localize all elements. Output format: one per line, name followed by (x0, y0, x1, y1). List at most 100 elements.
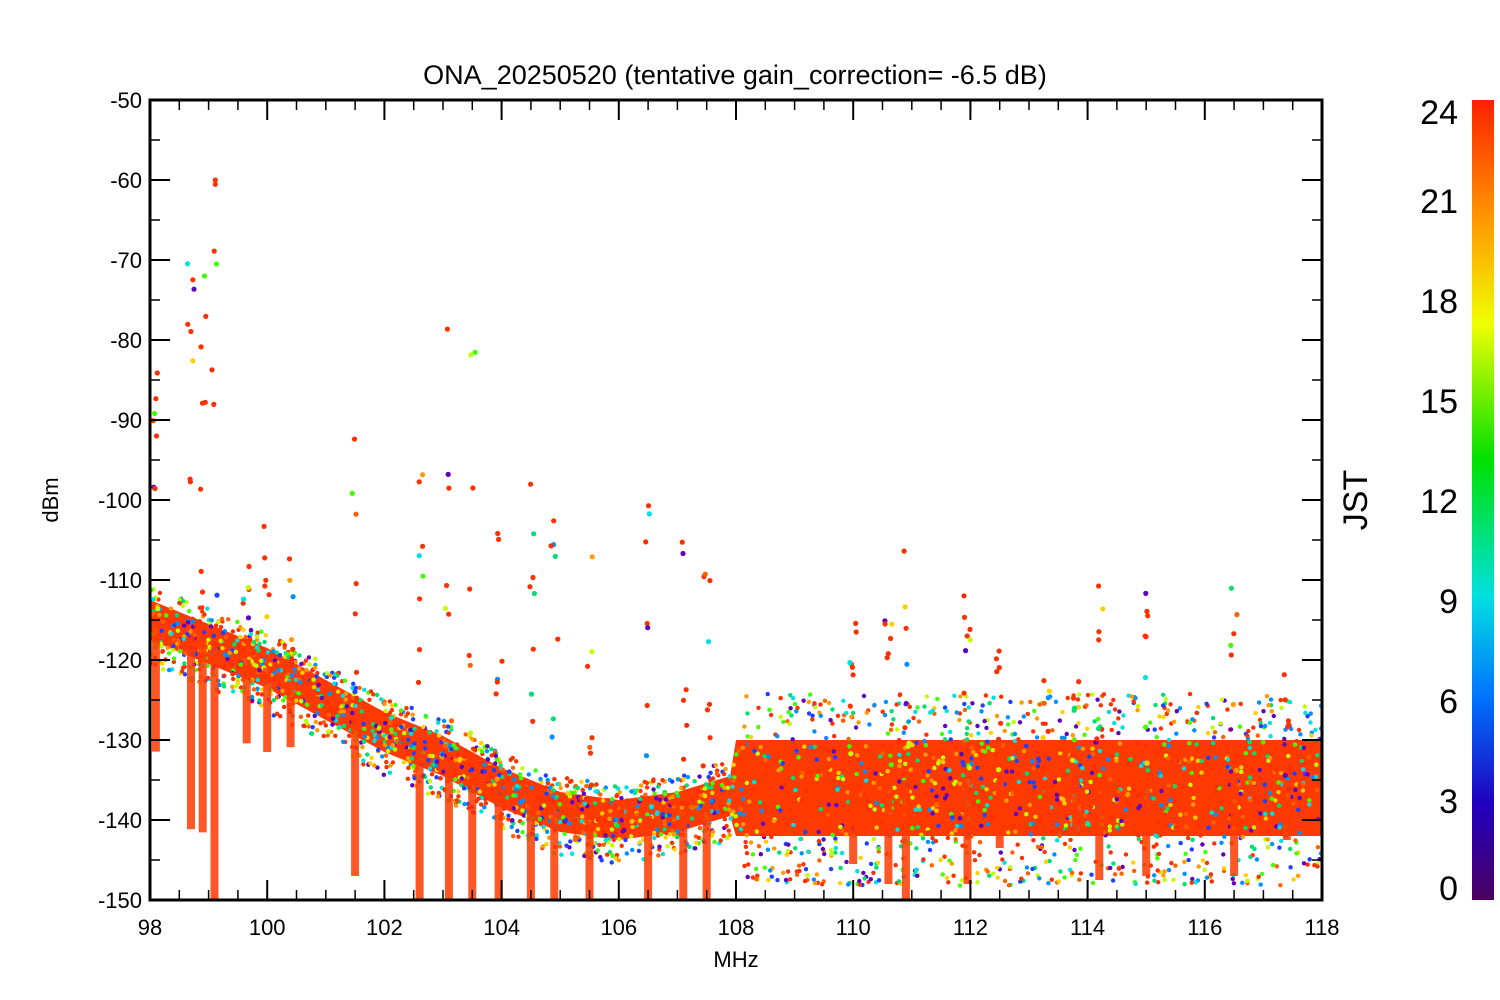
noise-point (756, 844, 762, 849)
noise-point (743, 844, 749, 849)
noise-point (540, 844, 546, 849)
noise-point (519, 776, 524, 781)
noise-point (1211, 735, 1217, 740)
noise-point (929, 863, 934, 868)
noise-point (748, 735, 754, 740)
noise-point (166, 651, 172, 656)
noise-point (734, 822, 739, 828)
y-axis-label: dBm (38, 477, 63, 522)
noise-point (313, 719, 318, 725)
noise-point (408, 727, 413, 733)
noise-point (1166, 783, 1171, 788)
noise-point (787, 807, 792, 812)
noise-point (675, 828, 680, 834)
noise-point (1213, 790, 1218, 795)
noise-point (452, 770, 457, 776)
peak-point (961, 593, 967, 599)
noise-point (1312, 863, 1317, 868)
noise-point (1128, 756, 1133, 762)
peak-bar (198, 641, 207, 833)
noise-point (984, 725, 989, 731)
noise-point (840, 718, 846, 723)
noise-point (1133, 695, 1138, 701)
noise-point (949, 831, 954, 836)
noise-point (1239, 769, 1244, 775)
noise-point (1037, 876, 1042, 881)
colorbar-tick-label: 6 (1439, 683, 1458, 721)
noise-point (1016, 779, 1022, 785)
noise-point (319, 695, 325, 701)
noise-point (651, 778, 656, 784)
noise-point (169, 631, 174, 636)
noise-point (972, 858, 978, 863)
noise-point (1111, 697, 1116, 703)
noise-point (921, 857, 926, 862)
noise-point (925, 773, 930, 778)
noise-point (467, 763, 472, 768)
noise-point (1263, 723, 1268, 729)
noise-point (778, 714, 783, 719)
noise-point (493, 753, 498, 759)
noise-point (579, 807, 585, 812)
noise-point (1166, 737, 1172, 743)
noise-point (1063, 823, 1069, 828)
peak-point (994, 669, 1000, 675)
noise-point (182, 672, 188, 677)
noise-point (620, 809, 625, 814)
noise-point (889, 709, 894, 714)
noise-point (595, 848, 600, 853)
noise-point (1004, 798, 1009, 803)
noise-point (451, 743, 456, 748)
noise-point (1012, 738, 1018, 744)
noise-point (1163, 696, 1169, 702)
noise-point (826, 748, 831, 753)
noise-point (1123, 807, 1129, 813)
noise-point (304, 667, 309, 673)
noise-point (1263, 811, 1268, 817)
peak-point (417, 596, 423, 602)
noise-point (874, 825, 879, 830)
noise-point (388, 763, 393, 768)
noise-point (1266, 829, 1271, 835)
noise-point (738, 806, 744, 812)
noise-point (1074, 852, 1080, 857)
noise-point (231, 676, 236, 682)
noise-point (1190, 802, 1196, 807)
noise-point (1258, 811, 1263, 816)
noise-point (289, 673, 294, 678)
noise-point (1034, 735, 1040, 740)
noise-point (315, 691, 321, 696)
noise-point (338, 709, 343, 714)
noise-point (168, 606, 174, 611)
noise-point (254, 663, 259, 668)
noise-point (1154, 735, 1160, 740)
noise-point (783, 877, 789, 883)
peak-bar (1282, 780, 1291, 840)
noise-point (166, 667, 172, 673)
noise-point (983, 693, 989, 698)
noise-point (486, 765, 491, 770)
data-layer (150, 177, 1322, 900)
noise-point (644, 785, 650, 790)
noise-point (765, 847, 771, 852)
noise-point (1151, 796, 1156, 801)
noise-point (863, 744, 869, 749)
peak-point (472, 349, 478, 355)
noise-point (292, 650, 298, 656)
noise-point (213, 623, 219, 628)
noise-point (880, 751, 885, 756)
noise-point (342, 678, 348, 683)
noise-point (947, 858, 952, 863)
noise-point (1307, 857, 1312, 862)
noise-point (296, 690, 301, 696)
noise-point (1194, 742, 1199, 747)
noise-point (1006, 722, 1011, 727)
noise-point (788, 706, 793, 711)
noise-point (1100, 734, 1105, 739)
noise-point (865, 806, 870, 812)
noise-point (301, 680, 307, 686)
noise-point (441, 769, 446, 775)
peak-point (531, 531, 537, 537)
noise-point (964, 737, 970, 742)
noise-point (1279, 705, 1284, 711)
